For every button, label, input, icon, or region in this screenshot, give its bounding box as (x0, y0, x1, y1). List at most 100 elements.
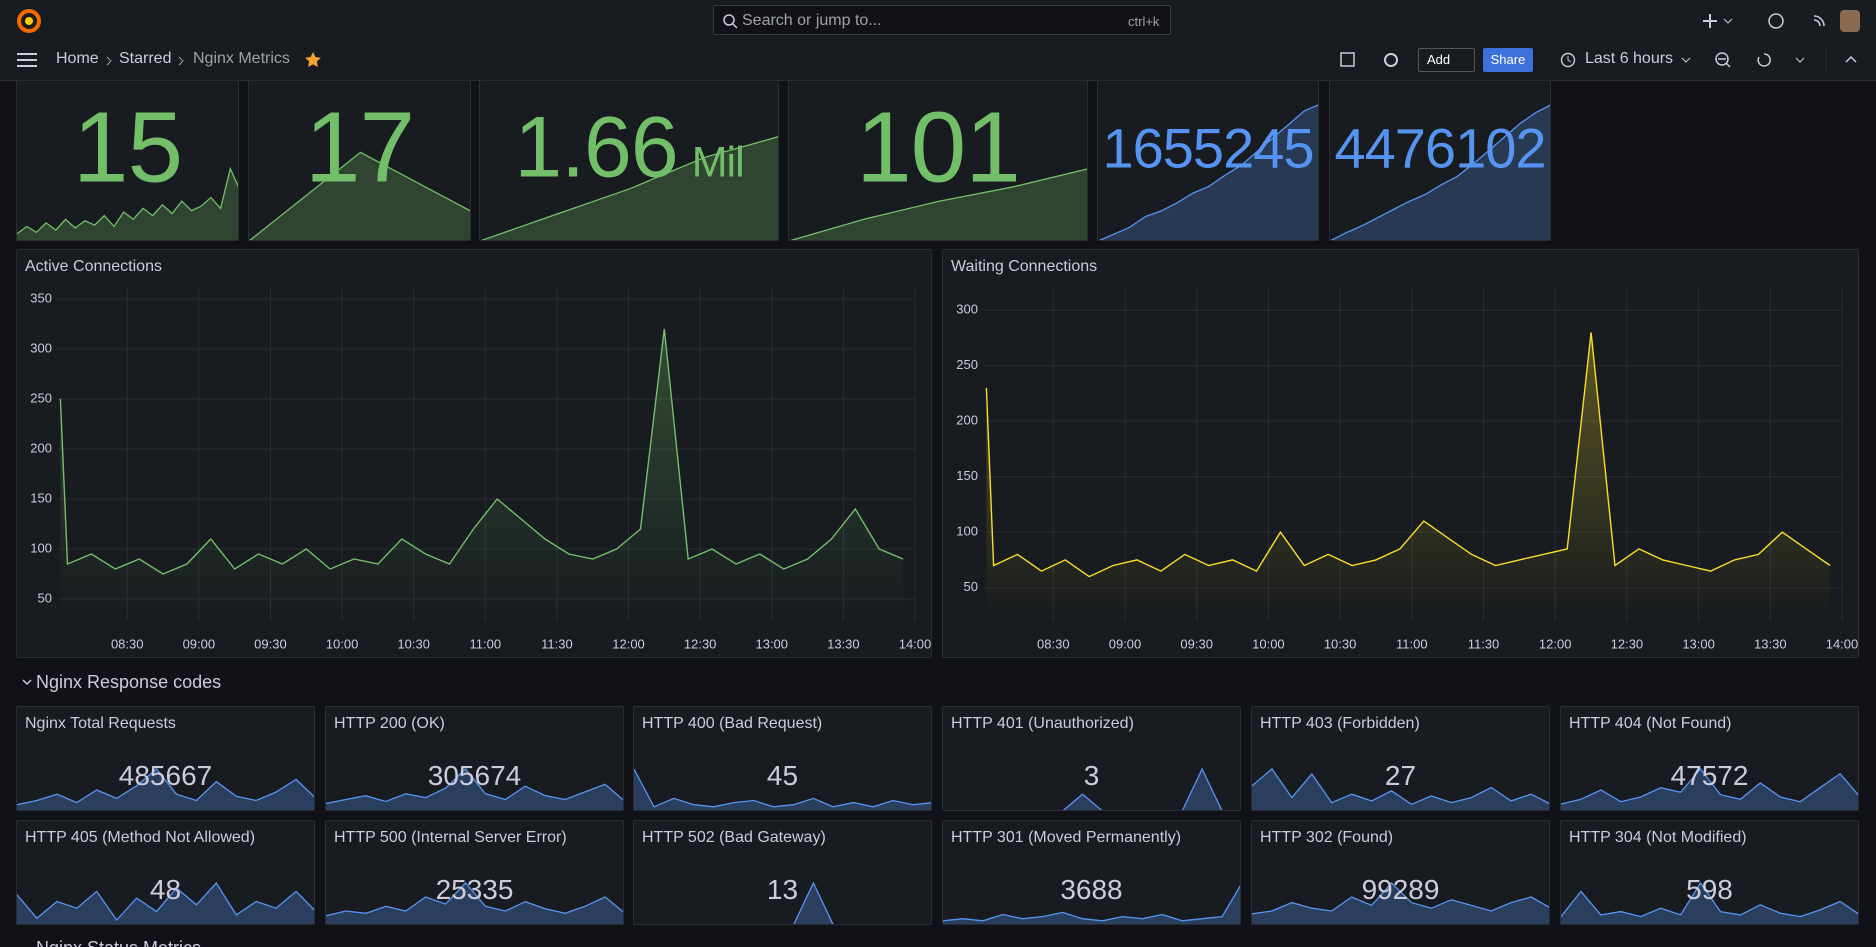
search-box[interactable]: Search or jump to... ctrl+k (713, 5, 1171, 35)
row-chevron[interactable] (21, 676, 33, 688)
sparkline-area (1100, 105, 1318, 240)
stat-value: 17 (249, 91, 470, 206)
x-tick-label: 10:00 (326, 636, 359, 651)
response-panel: HTTP 302 (Found) 99289 (1251, 820, 1550, 925)
chevron (106, 56, 112, 66)
panel-title: HTTP 403 (Forbidden) (1260, 715, 1420, 732)
x-tick-label: 14:00 (1826, 636, 1859, 651)
response-panel: HTTP 400 (Bad Request) 45 (633, 706, 932, 811)
panel-title: Active Connections (25, 258, 162, 275)
clock-icon (1560, 52, 1576, 68)
x-tick-label: 08:30 (1037, 636, 1070, 651)
share-button[interactable]: Share (1483, 48, 1533, 72)
sparkline-area (17, 769, 314, 810)
time-icons[interactable] (1680, 50, 1870, 70)
panel-value: 485667 (118, 760, 213, 791)
toolbar-icons[interactable] (1338, 50, 1408, 70)
star-icon[interactable] (304, 51, 322, 69)
sparkline-area (1252, 769, 1549, 810)
stat-value: 4476102 (1330, 116, 1550, 181)
menu-icon[interactable] (16, 52, 38, 68)
line (59, 328, 904, 575)
top-bar: Search or jump to... ctrl+k (0, 0, 1876, 41)
stat-panel: 17 (248, 80, 471, 241)
row-title[interactable]: Nginx Status Metrics (36, 938, 201, 947)
response-panel: Nginx Total Requests 485667 (16, 706, 315, 811)
y-tick-label: 100 (30, 540, 52, 555)
y-tick-label: 250 (30, 390, 52, 405)
panel-value: 305674 (427, 760, 522, 791)
breadcrumb-item[interactable]: Home (56, 50, 99, 67)
response-sparkline (1561, 767, 1858, 810)
y-tick-label: 300 (956, 302, 978, 317)
time-range[interactable]: Last 6 hours (1585, 50, 1674, 67)
x-tick-label: 13:30 (1754, 636, 1787, 651)
sparkline-area (792, 169, 1087, 240)
area (60, 329, 904, 621)
stat-panel: 4476102 (1329, 80, 1551, 241)
stat-sparkline (480, 136, 778, 240)
panel-value: 99289 (1361, 874, 1440, 905)
response-sparkline (634, 768, 931, 810)
chevron (178, 56, 184, 66)
panel-value: 48 (149, 874, 182, 905)
breadcrumb-item: Nginx Metrics (193, 50, 290, 67)
sparkline-area (17, 168, 238, 240)
add-button[interactable]: Add (1418, 48, 1475, 72)
stat-unit: Mil (691, 138, 745, 187)
response-sparkline (1561, 881, 1858, 924)
sparkline-area (250, 152, 470, 240)
x-tick-label: 13:00 (755, 636, 788, 651)
stat-panel: 1655245 (1097, 80, 1319, 241)
x-tick-label: 12:00 (612, 636, 645, 651)
x-tick-label: 09:00 (183, 636, 216, 651)
response-sparkline (793, 881, 834, 924)
sparkline-area (1063, 769, 1222, 810)
response-panel: HTTP 401 (Unauthorized) 3 (942, 706, 1241, 811)
x-tick-label: 11:30 (541, 636, 573, 651)
sparkline (1098, 104, 1318, 240)
x-tick-label: 13:30 (827, 636, 860, 651)
panel-title: Nginx Total Requests (25, 715, 176, 732)
x-tick-label: 09:30 (1180, 636, 1213, 651)
x-tick-label: 11:00 (470, 636, 502, 651)
sparkline (17, 881, 314, 922)
panel-value: 47572 (1670, 760, 1749, 791)
x-tick-label: 09:30 (254, 636, 287, 651)
y-tick-label: 300 (30, 340, 52, 355)
stat-number: 15 (72, 91, 183, 204)
stat-number: 1655245 (1102, 116, 1314, 180)
sparkline-area (326, 769, 623, 810)
response-panel: HTTP 500 (Internal Server Error) 25335 (325, 820, 624, 925)
response-sparkline (1252, 768, 1549, 810)
response-sparkline (17, 881, 314, 924)
stat-number: 1.66 (514, 99, 678, 196)
x-tick-label: 13:00 (1682, 636, 1715, 651)
sparkline (1062, 767, 1223, 810)
grafana-logo[interactable] (16, 8, 42, 34)
x-tick-label: 11:00 (1396, 636, 1428, 651)
search-placeholder: Search or jump to... (742, 12, 882, 29)
timeseries-panel: Waiting Connections 50 100 150 200 250 300 08:3… (942, 249, 1859, 658)
x-tick-label: 09:00 (1109, 636, 1142, 651)
stat-sparkline (249, 151, 470, 240)
stat-number: 101 (856, 91, 1021, 204)
stat-panel: 1.66 Mil (479, 80, 779, 241)
sparkline (790, 168, 1087, 240)
panel-value: 598 (1686, 874, 1733, 905)
breadcrumb-item[interactable]: Starred (119, 50, 172, 67)
sparkline (1252, 882, 1549, 915)
add-label: Add (1427, 52, 1451, 67)
response-sparkline (17, 768, 314, 810)
line (985, 332, 1831, 578)
sparkline-area (634, 769, 931, 810)
response-panel: HTTP 304 (Not Modified) 598 (1560, 820, 1859, 925)
response-sparkline (1062, 767, 1223, 810)
shortcut: ctrl+k (1128, 14, 1160, 29)
row-title[interactable]: Nginx Response codes (36, 672, 222, 692)
sparkline-area (326, 883, 623, 924)
y-tick-label: 150 (30, 490, 52, 505)
y-tick-label: 100 (956, 524, 978, 539)
top-icons[interactable] (1700, 10, 1860, 32)
response-panel: HTTP 200 (OK) 305674 (325, 706, 624, 811)
